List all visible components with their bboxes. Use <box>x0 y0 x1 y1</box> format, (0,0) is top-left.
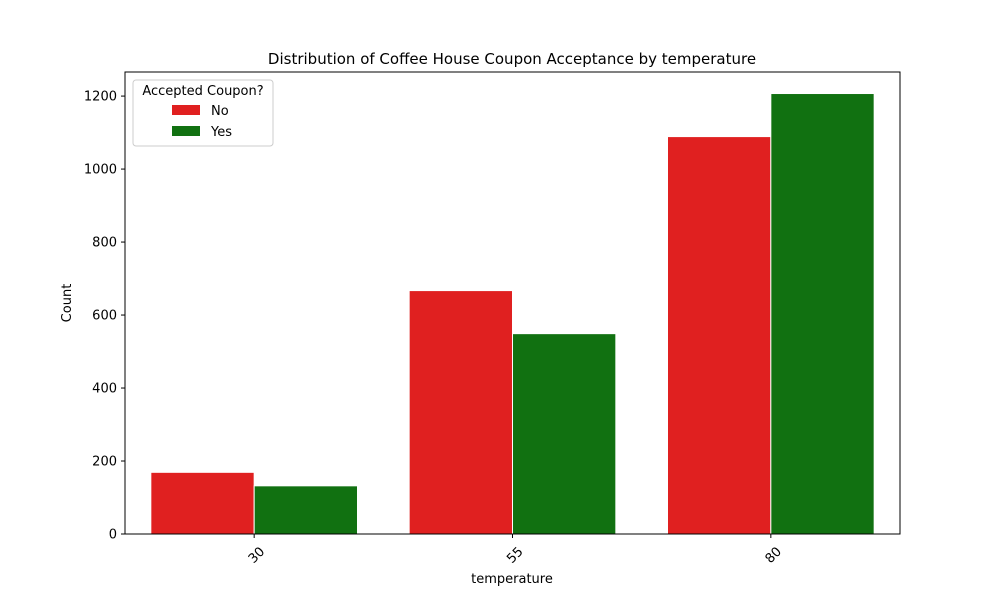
y-tick-label: 200 <box>92 455 117 470</box>
bars-group <box>150 93 875 535</box>
bar-no-80 <box>667 136 772 535</box>
y-tick-label: 1200 <box>84 90 117 105</box>
x-axis-label: temperature <box>471 572 553 587</box>
y-tick-label: 0 <box>109 528 117 543</box>
bar-yes-30 <box>253 485 359 535</box>
y-tick-label: 600 <box>92 309 117 324</box>
legend-swatch-no <box>172 105 200 115</box>
legend-items: No Yes <box>172 104 232 140</box>
bar-yes-55 <box>512 333 617 535</box>
legend-title: Accepted Coupon? <box>142 84 263 99</box>
legend-label-yes: Yes <box>210 125 232 140</box>
y-tick-label: 400 <box>92 382 117 397</box>
bar-no-55 <box>408 290 513 535</box>
chart-title: Distribution of Coffee House Coupon Acce… <box>268 50 756 68</box>
legend-box <box>132 79 274 147</box>
bar-no-30 <box>150 471 255 535</box>
y-tick-label: 1000 <box>84 163 117 178</box>
bar-yes-80 <box>770 93 875 535</box>
y-axis-label: Count <box>60 284 75 323</box>
legend: Accepted Coupon? No Yes <box>132 79 274 147</box>
y-axis: 0 200 400 600 800 1000 1200 <box>84 90 125 543</box>
y-tick-label: 800 <box>92 236 117 251</box>
legend-label-no: No <box>211 104 229 119</box>
legend-swatch-yes <box>172 126 200 136</box>
